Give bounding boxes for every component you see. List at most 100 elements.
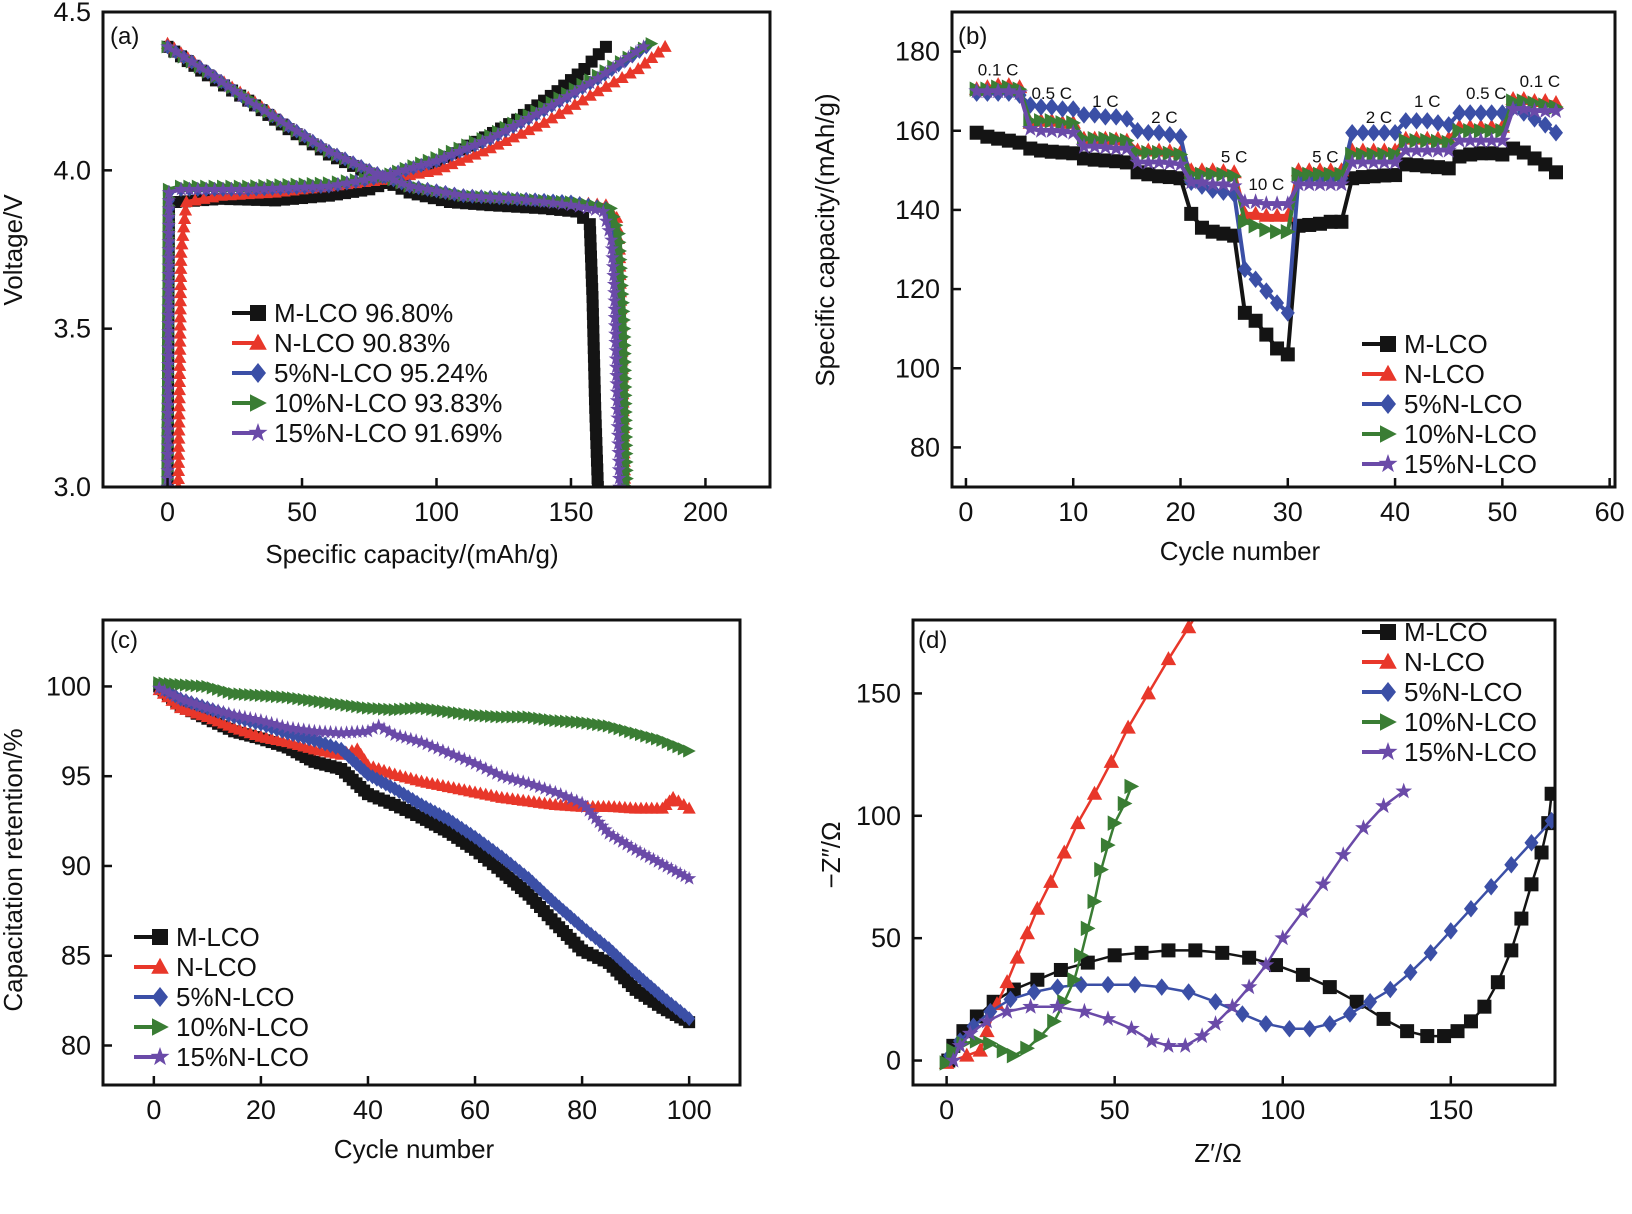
data-point bbox=[178, 203, 193, 216]
panel-c-xticks: 0 20 40 60 80 100 bbox=[146, 1076, 712, 1125]
data-point bbox=[612, 470, 627, 485]
data-point bbox=[207, 181, 222, 196]
data-point bbox=[378, 169, 393, 183]
data-point bbox=[606, 268, 621, 282]
data-point bbox=[1322, 175, 1339, 192]
legend-marker bbox=[1378, 454, 1398, 473]
data-point bbox=[668, 863, 683, 878]
data-point bbox=[1365, 153, 1382, 170]
data-point bbox=[1452, 104, 1467, 122]
legend-marker bbox=[152, 1018, 169, 1036]
data-point bbox=[289, 179, 304, 194]
x-tick-label: 0 bbox=[146, 1095, 161, 1125]
data-point bbox=[172, 415, 186, 428]
data-point bbox=[171, 472, 185, 485]
data-point bbox=[1143, 1032, 1160, 1048]
c-rate-label: 1 C bbox=[1092, 92, 1118, 111]
data-point bbox=[346, 155, 361, 169]
data-point bbox=[447, 186, 462, 201]
data-point bbox=[313, 138, 328, 153]
data-point bbox=[1534, 845, 1549, 860]
data-point bbox=[171, 455, 186, 468]
data-point bbox=[1087, 130, 1103, 147]
data-point bbox=[1430, 133, 1446, 150]
panel-b: 0 10 20 30 40 50 60 80 100 120 140 160 180 (b) Cycl… bbox=[810, 10, 1625, 566]
data-point bbox=[171, 463, 186, 476]
data-point bbox=[1248, 270, 1263, 288]
data-point bbox=[1400, 1024, 1415, 1039]
x-tick-label: 200 bbox=[683, 497, 728, 527]
data-point bbox=[473, 758, 488, 773]
data-point bbox=[1430, 160, 1445, 175]
data-point bbox=[257, 103, 272, 117]
data-point bbox=[1127, 975, 1142, 994]
data-point bbox=[998, 1002, 1016, 1019]
data-point bbox=[673, 866, 688, 880]
x-tick-label: 20 bbox=[1165, 497, 1195, 527]
data-point bbox=[611, 436, 626, 450]
data-point bbox=[1237, 305, 1252, 320]
data-point bbox=[234, 88, 249, 102]
data-point bbox=[1258, 195, 1275, 212]
x-tick-label: 40 bbox=[1380, 497, 1410, 527]
data-point bbox=[1194, 166, 1210, 182]
data-point bbox=[611, 445, 626, 459]
data-point bbox=[1395, 782, 1413, 799]
data-point bbox=[1544, 786, 1555, 801]
data-point bbox=[161, 193, 176, 207]
panel-c-frame bbox=[101, 618, 742, 1087]
x-tick-label: 50 bbox=[1487, 497, 1517, 527]
data-point bbox=[683, 744, 696, 758]
data-point bbox=[658, 39, 672, 52]
data-point bbox=[366, 721, 381, 735]
data-point bbox=[951, 1037, 969, 1053]
panel-d-ylabel: −Z″/Ω bbox=[816, 822, 846, 889]
data-point bbox=[601, 223, 616, 237]
data-point bbox=[371, 718, 386, 732]
y-tick-label: 150 bbox=[856, 678, 901, 708]
data-point bbox=[1215, 945, 1230, 960]
data-point bbox=[1322, 1015, 1337, 1033]
panel-c-xlabel: Cycle number bbox=[334, 1134, 495, 1164]
data-point bbox=[621, 49, 636, 64]
data-point bbox=[157, 683, 172, 697]
panel-c-plot bbox=[152, 676, 697, 1029]
data-point bbox=[172, 391, 186, 404]
data-point bbox=[184, 54, 199, 69]
legend-item: 15%N-LCO bbox=[134, 1042, 309, 1072]
data-point bbox=[613, 55, 628, 69]
data-point bbox=[1375, 797, 1392, 814]
data-point bbox=[1388, 146, 1403, 163]
data-point bbox=[641, 849, 657, 864]
data-point bbox=[1049, 997, 1066, 1014]
data-point bbox=[1376, 1011, 1391, 1026]
data-point bbox=[161, 250, 176, 264]
data-point bbox=[1152, 169, 1167, 184]
data-point bbox=[177, 211, 192, 224]
data-point bbox=[1334, 214, 1349, 229]
data-point bbox=[610, 831, 625, 846]
data-point bbox=[946, 1043, 962, 1059]
data-point bbox=[457, 751, 472, 766]
data-point bbox=[1080, 920, 1096, 937]
data-point bbox=[1408, 141, 1425, 158]
data-point bbox=[1527, 151, 1542, 166]
data-point bbox=[152, 680, 167, 695]
legend-label: N-LCO 90.83% bbox=[274, 328, 450, 358]
data-point bbox=[537, 115, 551, 128]
legend-item: 10%N-LCO bbox=[1362, 419, 1537, 449]
data-point bbox=[1056, 844, 1072, 859]
data-point bbox=[607, 301, 622, 316]
data-point bbox=[172, 399, 186, 412]
legend-item: M-LCO bbox=[1362, 617, 1488, 647]
data-point bbox=[1403, 963, 1418, 982]
legend-marker bbox=[1380, 425, 1397, 443]
data-point bbox=[1224, 997, 1241, 1014]
data-point bbox=[348, 173, 363, 188]
data-point bbox=[468, 147, 482, 160]
data-point bbox=[1377, 123, 1392, 142]
panel-b-frame bbox=[950, 10, 1617, 489]
data-point bbox=[474, 189, 489, 203]
data-point bbox=[1494, 131, 1511, 148]
legend-marker bbox=[152, 929, 168, 945]
